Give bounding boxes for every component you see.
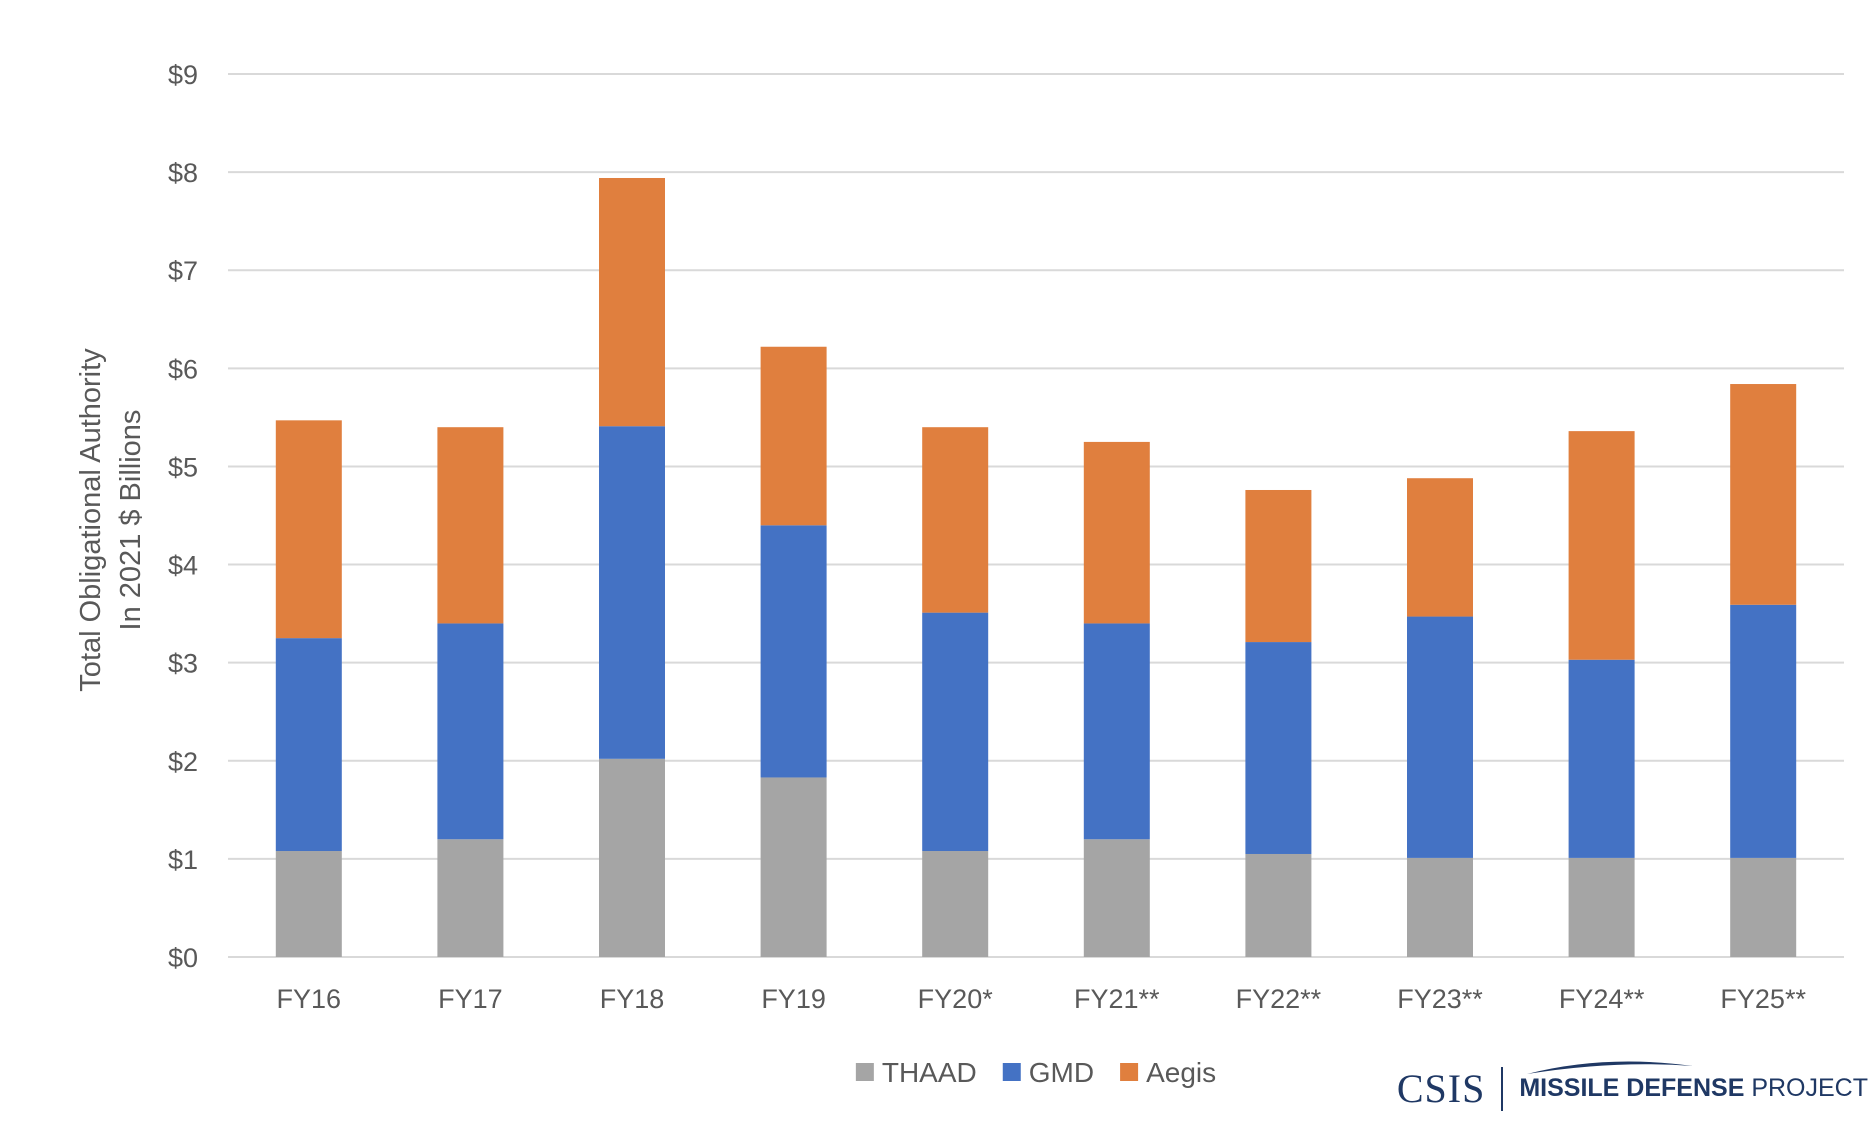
y-tick-label: $3	[168, 649, 198, 679]
swoosh-icon	[1527, 1061, 1694, 1074]
y-tick-label: $9	[168, 60, 198, 90]
bar-gmd-fy24	[1568, 659, 1635, 858]
bar-thaad-fy16	[275, 851, 342, 957]
bar-aegis-fy22	[1245, 489, 1312, 643]
y-axis-tick-labels: $0 $1 $2 $3 $4 $5 $6 $7 $8 $9	[168, 60, 198, 973]
y-axis-title-line-2: In 2021 $ Billions	[115, 410, 147, 631]
bar-gmd-fy20	[922, 612, 989, 852]
x-tick-label: FY20*	[918, 984, 994, 1014]
logo-org-name: CSIS	[1396, 1066, 1486, 1111]
bar-aegis-fy19	[760, 346, 827, 526]
x-tick-label: FY19	[761, 984, 826, 1014]
bar-aegis-fy25	[1730, 384, 1797, 605]
bar-aegis-fy23	[1407, 478, 1473, 617]
x-tick-label: FY24**	[1559, 984, 1645, 1014]
bar-aegis-fy20	[922, 427, 989, 613]
bar-aegis-fy21	[1083, 441, 1150, 624]
x-tick-label: FY23**	[1397, 984, 1483, 1014]
bar-thaad-fy20	[922, 851, 989, 957]
csis-logo: CSIS MISSILE DEFENSE PROJECT	[1396, 1061, 1868, 1112]
bar-thaad-fy23	[1407, 857, 1473, 957]
logo-project-bold: MISSILE DEFENSE	[1519, 1074, 1745, 1102]
y-tick-label: $2	[168, 747, 198, 777]
bar-aegis-fy18	[599, 177, 665, 427]
y-tick-label: $4	[168, 551, 198, 581]
bar-gmd-fy19	[760, 525, 827, 778]
y-tick-label: $6	[168, 354, 198, 384]
legend-swatch-aegis	[1120, 1063, 1139, 1081]
x-tick-label: FY18	[600, 984, 665, 1014]
bars	[275, 177, 1797, 957]
bar-gmd-fy17	[437, 623, 504, 840]
bar-gmd-fy25	[1730, 604, 1797, 858]
bar-thaad-fy21	[1083, 839, 1150, 957]
x-tick-label: FY25**	[1720, 984, 1806, 1014]
legend: THAAD GMD Aegis	[855, 1057, 1216, 1088]
y-tick-label: $7	[168, 256, 198, 286]
x-tick-label: FY16	[277, 984, 342, 1014]
legend-label-thaad: THAAD	[882, 1057, 977, 1088]
logo-project-rest: PROJECT	[1744, 1074, 1868, 1102]
legend-swatch-thaad	[855, 1063, 874, 1081]
logo-project-name: MISSILE DEFENSE PROJECT	[1519, 1061, 1868, 1103]
bar-thaad-fy18	[599, 758, 665, 957]
y-axis-title-line-1: Total Obligational Authority	[75, 348, 107, 692]
bar-thaad-fy25	[1730, 857, 1797, 957]
x-tick-label: FY22**	[1236, 984, 1322, 1014]
bar-aegis-fy17	[437, 427, 504, 624]
bar-thaad-fy24	[1568, 857, 1635, 957]
x-tick-label: FY21**	[1074, 984, 1160, 1014]
x-tick-label: FY17	[438, 984, 503, 1014]
y-tick-label: $5	[168, 452, 198, 482]
bar-thaad-fy19	[760, 777, 827, 957]
bar-gmd-fy21	[1083, 623, 1150, 840]
bar-gmd-fy18	[599, 426, 665, 759]
bar-aegis-fy24	[1568, 431, 1635, 660]
legend-swatch-gmd	[1002, 1063, 1021, 1081]
y-tick-label: $0	[168, 943, 198, 973]
y-axis-title: Total Obligational Authority In 2021 $ B…	[75, 348, 147, 692]
bar-gmd-fy23	[1407, 616, 1473, 858]
bar-aegis-fy16	[275, 420, 342, 639]
bar-gmd-fy16	[275, 638, 342, 852]
logo-separator	[1501, 1066, 1504, 1111]
x-axis-tick-labels: FY16 FY17 FY18 FY19 FY20* FY21** FY22** FY23** F…	[277, 984, 1807, 1014]
y-tick-label: $1	[168, 845, 198, 875]
bar-thaad-fy17	[437, 839, 504, 957]
legend-label-gmd: GMD	[1029, 1057, 1094, 1088]
legend-label-aegis: Aegis	[1146, 1057, 1216, 1088]
bar-gmd-fy22	[1245, 642, 1312, 854]
y-tick-label: $8	[168, 158, 198, 188]
bar-thaad-fy22	[1245, 853, 1312, 957]
